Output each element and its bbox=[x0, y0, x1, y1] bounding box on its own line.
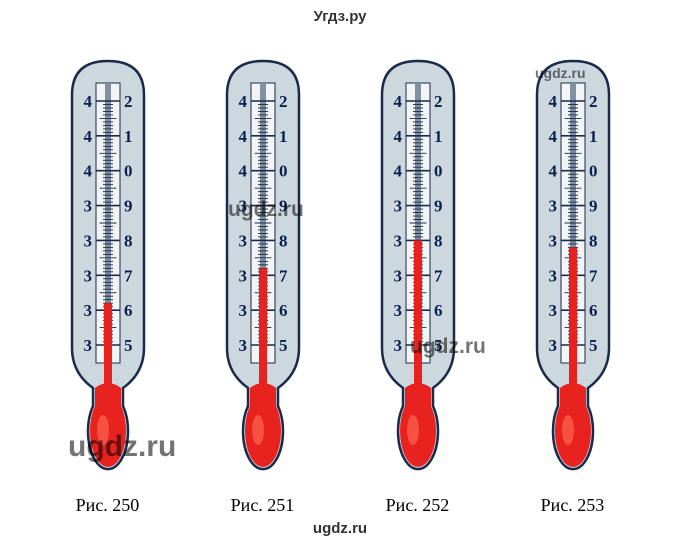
svg-text:3: 3 bbox=[393, 336, 402, 355]
svg-text:4: 4 bbox=[393, 162, 402, 181]
svg-text:3: 3 bbox=[83, 197, 92, 216]
svg-text:4: 4 bbox=[393, 92, 402, 111]
svg-text:3: 3 bbox=[83, 266, 92, 285]
thermometer-svg: 3 5 3 6 3 7 3 8 3 9 4 0 4 1 4 2 bbox=[358, 43, 478, 483]
svg-text:4: 4 bbox=[83, 162, 92, 181]
svg-text:4: 4 bbox=[238, 92, 247, 111]
svg-text:8: 8 bbox=[279, 231, 288, 250]
thermometer-1: 3 5 3 6 3 7 3 8 3 9 4 0 4 1 4 2 Рис. 250 bbox=[48, 43, 168, 516]
thermometer-2: 3 5 3 6 3 7 3 8 3 9 4 0 4 1 4 2 Рис. 251 bbox=[203, 43, 323, 516]
svg-text:1: 1 bbox=[279, 127, 288, 146]
svg-text:4: 4 bbox=[238, 127, 247, 146]
svg-text:0: 0 bbox=[434, 162, 443, 181]
svg-text:3: 3 bbox=[548, 266, 557, 285]
svg-text:2: 2 bbox=[434, 92, 443, 111]
svg-text:1: 1 bbox=[589, 127, 598, 146]
svg-text:3: 3 bbox=[548, 336, 557, 355]
svg-text:3: 3 bbox=[238, 197, 247, 216]
svg-text:5: 5 bbox=[279, 336, 288, 355]
svg-text:6: 6 bbox=[434, 301, 443, 320]
svg-text:5: 5 bbox=[124, 336, 133, 355]
svg-text:8: 8 bbox=[434, 231, 443, 250]
svg-text:0: 0 bbox=[589, 162, 598, 181]
caption-2: Рис. 251 bbox=[231, 495, 295, 516]
thermometer-svg: 3 5 3 6 3 7 3 8 3 9 4 0 4 1 4 2 bbox=[48, 43, 168, 483]
svg-text:3: 3 bbox=[83, 336, 92, 355]
svg-text:3: 3 bbox=[238, 301, 247, 320]
svg-text:9: 9 bbox=[434, 197, 443, 216]
svg-text:9: 9 bbox=[124, 197, 133, 216]
svg-text:4: 4 bbox=[393, 127, 402, 146]
svg-text:3: 3 bbox=[548, 197, 557, 216]
svg-text:0: 0 bbox=[124, 162, 133, 181]
svg-text:2: 2 bbox=[589, 92, 598, 111]
svg-text:4: 4 bbox=[83, 127, 92, 146]
svg-text:3: 3 bbox=[83, 301, 92, 320]
svg-text:3: 3 bbox=[548, 301, 557, 320]
thermometer-4: 3 5 3 6 3 7 3 8 3 9 4 0 4 1 4 2 Рис. 253 bbox=[513, 43, 633, 516]
caption-3: Рис. 252 bbox=[386, 495, 450, 516]
svg-text:5: 5 bbox=[589, 336, 598, 355]
thermometer-svg: 3 5 3 6 3 7 3 8 3 9 4 0 4 1 4 2 bbox=[203, 43, 323, 483]
site-footer: ugdz.ru bbox=[0, 520, 680, 537]
svg-text:9: 9 bbox=[589, 197, 598, 216]
thermometer-row: 3 5 3 6 3 7 3 8 3 9 4 0 4 1 4 2 Рис. 250 3 5 3 6 3 7 3 8 3 9 4 0 4 1… bbox=[0, 25, 680, 516]
svg-text:3: 3 bbox=[238, 266, 247, 285]
svg-text:4: 4 bbox=[238, 162, 247, 181]
svg-text:3: 3 bbox=[238, 231, 247, 250]
svg-text:3: 3 bbox=[393, 197, 402, 216]
site-header: Угдз.ру bbox=[0, 0, 680, 25]
svg-text:3: 3 bbox=[83, 231, 92, 250]
svg-text:4: 4 bbox=[548, 127, 557, 146]
svg-text:5: 5 bbox=[434, 336, 443, 355]
svg-text:4: 4 bbox=[548, 92, 557, 111]
caption-1: Рис. 250 bbox=[76, 495, 140, 516]
svg-text:8: 8 bbox=[589, 231, 598, 250]
svg-text:7: 7 bbox=[124, 266, 133, 285]
svg-text:3: 3 bbox=[238, 336, 247, 355]
svg-text:3: 3 bbox=[548, 231, 557, 250]
caption-4: Рис. 253 bbox=[541, 495, 605, 516]
svg-text:6: 6 bbox=[279, 301, 288, 320]
svg-text:7: 7 bbox=[434, 266, 443, 285]
svg-text:3: 3 bbox=[393, 301, 402, 320]
svg-text:4: 4 bbox=[548, 162, 557, 181]
svg-text:0: 0 bbox=[279, 162, 288, 181]
svg-text:4: 4 bbox=[83, 92, 92, 111]
svg-text:3: 3 bbox=[393, 231, 402, 250]
svg-text:3: 3 bbox=[393, 266, 402, 285]
svg-text:1: 1 bbox=[124, 127, 133, 146]
svg-text:6: 6 bbox=[124, 301, 133, 320]
thermometer-svg: 3 5 3 6 3 7 3 8 3 9 4 0 4 1 4 2 bbox=[513, 43, 633, 483]
thermometer-3: 3 5 3 6 3 7 3 8 3 9 4 0 4 1 4 2 Рис. 252 bbox=[358, 43, 478, 516]
svg-text:7: 7 bbox=[279, 266, 288, 285]
svg-text:2: 2 bbox=[124, 92, 133, 111]
svg-text:1: 1 bbox=[434, 127, 443, 146]
svg-text:9: 9 bbox=[279, 197, 288, 216]
svg-text:7: 7 bbox=[589, 266, 598, 285]
svg-text:2: 2 bbox=[279, 92, 288, 111]
svg-text:6: 6 bbox=[589, 301, 598, 320]
svg-text:8: 8 bbox=[124, 231, 133, 250]
